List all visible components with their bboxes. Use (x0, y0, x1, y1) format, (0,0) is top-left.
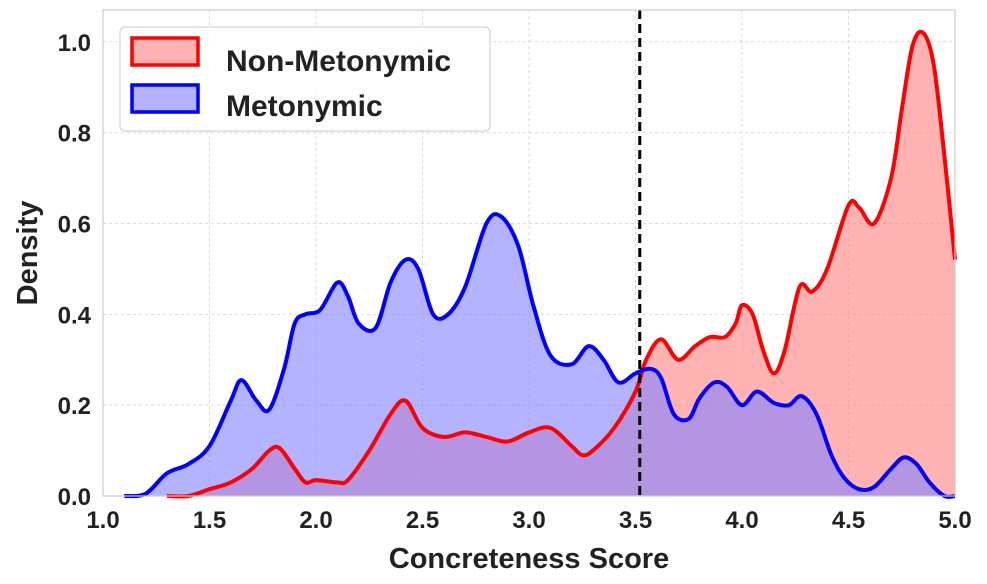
legend-swatch-metonymic (130, 83, 200, 114)
y-tick-label: 0.4 (58, 302, 92, 329)
y-tick-label: 1.0 (58, 30, 91, 57)
legend: Non-Metonymic Metonymic (119, 26, 491, 132)
area-fill-metonymic (124, 214, 956, 498)
plot-frame (102, 9, 956, 497)
density-line-non-metonymic (166, 29, 957, 499)
y-tick-label: 0.2 (58, 393, 91, 420)
y-tick-label: 0.8 (58, 121, 91, 148)
x-tick-label: 3.5 (619, 507, 652, 534)
x-tick-label: 2.0 (299, 507, 332, 534)
y-tick-label: 0.6 (58, 211, 91, 238)
y-tick-label: 0.0 (58, 484, 91, 511)
x-tick-label: 4.5 (832, 507, 865, 534)
y-axis-title: Density (12, 201, 44, 306)
x-tick-label: 2.5 (406, 507, 439, 534)
legend-label-non-metonymic: Non-Metonymic (226, 45, 451, 78)
x-tick-labels: 1.0 1.5 2.0 2.5 3.0 3.5 4.0 4.5 5.0 (86, 507, 971, 534)
density-line-metonymic (124, 212, 956, 499)
x-tick-label: 5.0 (938, 507, 971, 534)
legend-box (119, 26, 491, 132)
area-fill-non-metonymic (166, 31, 955, 497)
x-axis-title: Concreteness Score (389, 543, 669, 575)
x-tick-label: 4.0 (725, 507, 758, 534)
legend-swatch-non-metonymic (130, 36, 200, 67)
x-tick-label: 1.0 (86, 507, 119, 534)
x-tick-label: 3.0 (512, 507, 545, 534)
legend-label-metonymic: Metonymic (226, 90, 383, 123)
y-tick-labels: 0.0 0.2 0.4 0.6 0.8 1.0 (58, 30, 92, 511)
x-tick-label: 1.5 (193, 507, 226, 534)
density-areas (124, 29, 957, 499)
